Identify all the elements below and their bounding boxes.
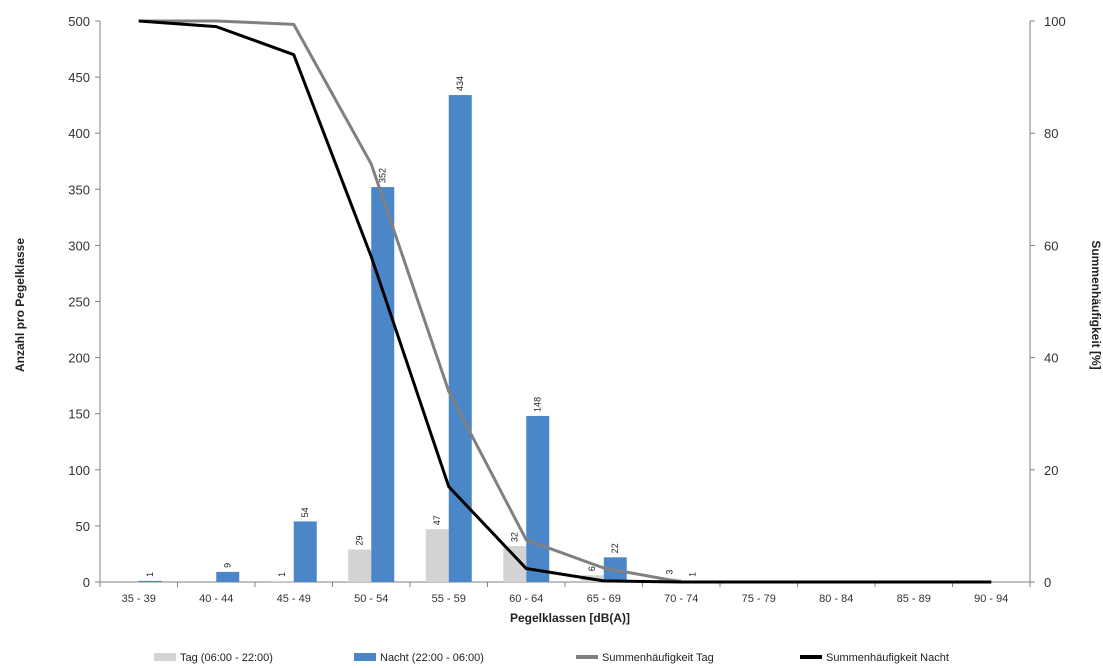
y-tick-label: 100 bbox=[68, 463, 90, 478]
x-axis-title: Pegelklassen [dB(A)] bbox=[510, 611, 630, 625]
data-label: 1 bbox=[145, 572, 155, 577]
data-label: 352 bbox=[378, 168, 388, 183]
x-tick-label: 35 - 39 bbox=[122, 593, 156, 605]
data-label: 47 bbox=[432, 515, 442, 525]
y2-tick-label: 80 bbox=[1044, 126, 1058, 141]
y-tick-label: 350 bbox=[68, 182, 90, 197]
y-tick-label: 50 bbox=[76, 519, 90, 534]
y2-tick-label: 40 bbox=[1044, 351, 1058, 366]
y2-axis-title: Summenhäufigkeit [%] bbox=[1089, 240, 1103, 369]
bar bbox=[503, 546, 527, 582]
x-tick-label: 45 - 49 bbox=[277, 593, 311, 605]
x-tick-label: 80 - 84 bbox=[819, 593, 853, 605]
lines bbox=[138, 19, 992, 584]
data-label: 54 bbox=[300, 507, 310, 517]
bars bbox=[138, 95, 705, 582]
bar bbox=[526, 415, 550, 582]
bar bbox=[348, 549, 372, 582]
data-label: 1 bbox=[688, 572, 698, 577]
y-tick-label: 200 bbox=[68, 351, 90, 366]
x-tick-label: 55 - 59 bbox=[432, 593, 466, 605]
data-label: 3 bbox=[665, 570, 675, 575]
axes bbox=[95, 20, 1035, 587]
y-tick-label: 250 bbox=[68, 295, 90, 310]
bar bbox=[138, 580, 162, 582]
x-tick-label: 90 - 94 bbox=[974, 593, 1008, 605]
y-tick-label: 300 bbox=[68, 238, 90, 253]
x-tick-label: 75 - 79 bbox=[742, 593, 776, 605]
data-label: 22 bbox=[610, 543, 620, 553]
x-tick-label: 70 - 74 bbox=[664, 593, 698, 605]
data-label: 6 bbox=[587, 566, 597, 571]
bar bbox=[216, 571, 240, 582]
y-tick-label: 0 bbox=[83, 575, 90, 590]
x-tick-label: 65 - 69 bbox=[587, 593, 621, 605]
legend-label: Nacht (22:00 - 06:00) bbox=[380, 652, 484, 664]
data-label: 1 bbox=[277, 572, 287, 577]
y2-tick-label: 100 bbox=[1044, 14, 1066, 29]
y-tick-label: 450 bbox=[68, 70, 90, 85]
data-label: 9 bbox=[223, 563, 233, 568]
tick-labels: 0 50 100 150 200 250 300 350 400 450 500 0 20 40 60 80 1… bbox=[68, 14, 1065, 605]
bar bbox=[270, 580, 294, 582]
y-tick-label: 500 bbox=[68, 14, 90, 29]
x-tick-label: 85 - 89 bbox=[897, 593, 931, 605]
legend-swatch bbox=[354, 653, 376, 661]
data-label: 434 bbox=[455, 76, 465, 91]
bar bbox=[425, 529, 449, 582]
y-tick-label: 150 bbox=[68, 407, 90, 422]
bar bbox=[293, 521, 317, 582]
y-axis-title: Anzahl pro Pegelklasse bbox=[13, 238, 27, 372]
legend-swatch bbox=[154, 653, 176, 661]
x-tick-label: 50 - 54 bbox=[354, 593, 388, 605]
x-tick-label: 60 - 64 bbox=[509, 593, 543, 605]
y2-tick-label: 60 bbox=[1044, 238, 1058, 253]
data-label: 29 bbox=[355, 535, 365, 545]
series-line bbox=[138, 19, 992, 584]
series-line bbox=[138, 19, 992, 584]
data-label: 32 bbox=[510, 532, 520, 542]
legend-label: Tag (06:00 - 22:00) bbox=[180, 652, 273, 664]
legend-label: Summenhäufigkeit Tag bbox=[602, 652, 714, 664]
bar bbox=[448, 95, 472, 582]
legend: Tag (06:00 - 22:00) Nacht (22:00 - 06:00)… bbox=[154, 652, 949, 664]
y-tick-label: 400 bbox=[68, 126, 90, 141]
data-labels: 1 29 47 32 6 3 1 9 54 352 434 148 22 1 bbox=[145, 76, 698, 577]
legend-label: Summenhäufigkeit Nacht bbox=[826, 652, 949, 664]
bar bbox=[371, 187, 395, 582]
y2-tick-label: 20 bbox=[1044, 463, 1058, 478]
data-label: 148 bbox=[533, 397, 543, 412]
y2-tick-label: 0 bbox=[1044, 575, 1051, 590]
x-tick-label: 40 - 44 bbox=[199, 593, 233, 605]
